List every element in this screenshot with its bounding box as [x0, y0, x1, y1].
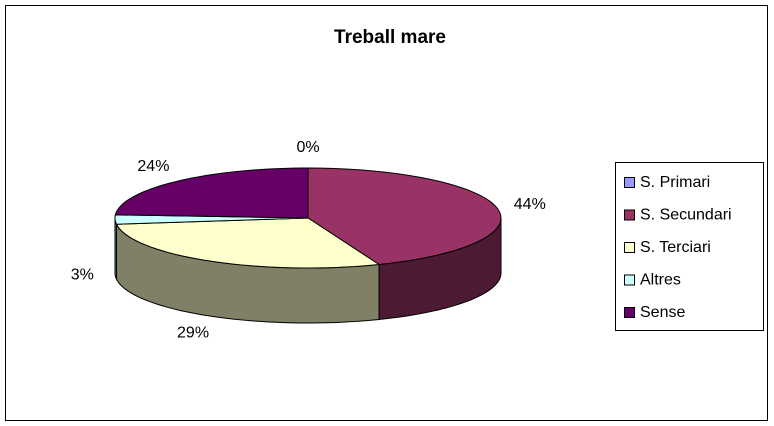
pie-slice — [114, 214, 309, 225]
pie-side — [114, 217, 118, 280]
data-label: 44% — [514, 196, 546, 213]
pie-tops — [114, 167, 502, 269]
legend-swatch — [624, 209, 635, 221]
legend-label: Sense — [640, 304, 685, 321]
pie-sides — [114, 217, 502, 324]
legend-swatch — [624, 242, 635, 253]
legend-label: S. Secundari — [640, 207, 732, 224]
legend-label: Altres — [640, 272, 681, 289]
data-label: 29% — [177, 324, 209, 341]
data-label: 24% — [137, 158, 169, 175]
legend-swatch — [624, 177, 635, 188]
pie-slice — [114, 167, 309, 219]
legend-box — [615, 162, 764, 331]
pie-slice — [307, 167, 502, 266]
pie-slice — [115, 217, 381, 269]
legend-label: S. Primari — [640, 174, 710, 191]
data-label: 0% — [296, 139, 319, 156]
legend-label: S. Terciari — [640, 239, 711, 256]
legend-swatch — [624, 274, 635, 286]
legend-swatch — [624, 307, 635, 318]
data-label: 3% — [71, 266, 94, 283]
chart-title: Treball mare — [334, 27, 446, 48]
